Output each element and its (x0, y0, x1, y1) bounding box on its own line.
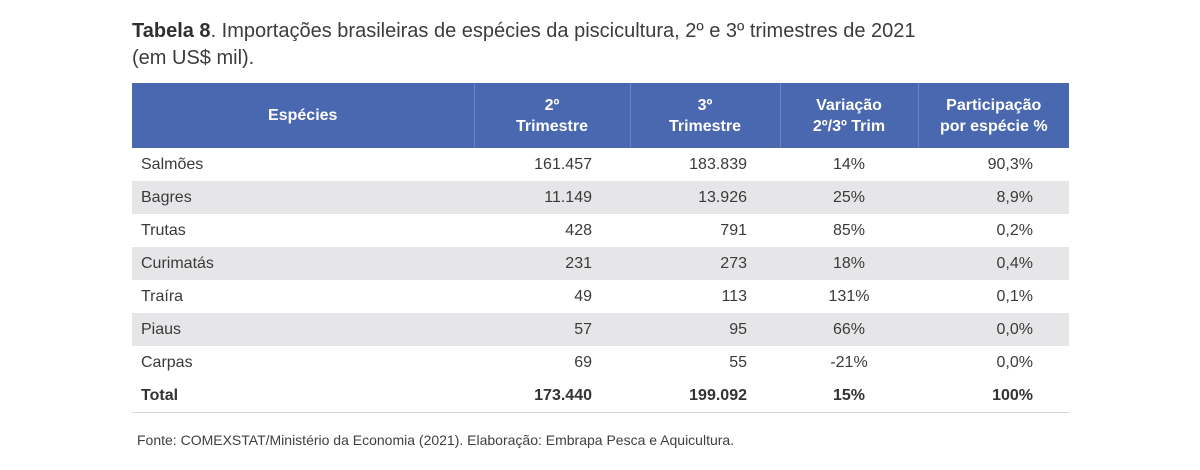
cell-variation: 25% (780, 181, 918, 214)
header-2-trimestre: 2º Trimestre (473, 83, 630, 148)
cell-q3: 13.926 (630, 181, 780, 214)
total-cell-q3: 199.092 (630, 379, 780, 413)
cell-q2: 428 (565, 221, 592, 239)
table-row: Trutas 428 791 85% 0,2% (132, 214, 1069, 247)
cell-species: Curimatás (132, 247, 474, 280)
table-row: Curimatás 231 273 18% 0,4% (132, 247, 1069, 280)
caption-label: Tabela 8 (132, 20, 211, 42)
cell-variation: 18% (780, 247, 918, 280)
cell-share: 0,1% (996, 287, 1033, 305)
table-row: Piaus 57 95 66% 0,0% (132, 313, 1069, 346)
cell-variation: -21% (830, 353, 868, 371)
header-participacao: Participação por espécie % (917, 83, 1069, 148)
cell-q3: 113 (721, 287, 747, 305)
header-3-trimestre: 3º Trimestre (629, 83, 780, 148)
cell-species: Bagres (132, 181, 474, 214)
cell-variation: 14% (832, 155, 866, 173)
header-row: Espécies 2º Trimestre 3º Trimestre Variaçã… (132, 83, 1069, 148)
cell-variation: 131% (828, 287, 870, 305)
cell-q2: 161.457 (534, 155, 592, 173)
imports-table: Espécies 2º Trimestre 3º Trimestre Variaçã… (132, 83, 1069, 413)
cell-q2: 69 (574, 353, 592, 371)
cell-q3: 273 (630, 247, 780, 280)
cell-q2: 11.149 (474, 181, 630, 214)
caption-unit: (em US$ mil). (132, 47, 255, 69)
cell-share: 0,2% (996, 221, 1033, 239)
caption-text: . Importações brasileiras de espécies da… (210, 20, 916, 42)
table-row: Salmões 161.457 183.839 14% 90,3% (132, 148, 1069, 181)
cell-q2: 49 (574, 287, 592, 305)
cell-species: Piaus (132, 313, 474, 346)
total-row: Total 173.440 199.092 15% 100% (132, 379, 1069, 413)
cell-q3: 55 (729, 353, 747, 371)
cell-share: 0,4% (918, 247, 1069, 280)
cell-species: Trutas (141, 221, 186, 239)
cell-q3: 95 (630, 313, 780, 346)
cell-share: 90,3% (987, 155, 1033, 173)
cell-share: 8,9% (918, 181, 1069, 214)
table-row: Traíra 49 113 131% 0,1% (132, 280, 1069, 313)
cell-variation: 85% (832, 221, 866, 239)
source-note: Fonte: COMEXSTAT/Ministério da Economia … (137, 432, 735, 448)
header-variacao: Variação 2º/3º Trim (779, 83, 918, 148)
total-cell-variation: 15% (780, 379, 918, 413)
total-cell-q2: 173.440 (474, 379, 630, 413)
table-row: Bagres 11.149 13.926 25% 8,9% (132, 181, 1069, 214)
table-row: Carpas 69 55 -21% 0,0% (132, 346, 1069, 379)
cell-q2: 231 (474, 247, 630, 280)
cell-species: Salmões (141, 155, 204, 173)
cell-species: Carpas (141, 353, 193, 371)
header-especies: Espécies (132, 83, 474, 148)
cell-q3: 791 (720, 221, 747, 239)
table-caption: Tabela 8. Importações brasileiras de esp… (132, 18, 1092, 72)
cell-variation: 66% (780, 313, 918, 346)
total-cell-share: 100% (918, 379, 1069, 413)
cell-q2: 57 (474, 313, 630, 346)
total-cell-species: Total (132, 379, 474, 413)
cell-species: Traíra (141, 287, 184, 305)
cell-share: 0,0% (996, 353, 1033, 371)
cell-q3: 183.839 (689, 155, 747, 173)
cell-share: 0,0% (918, 313, 1069, 346)
